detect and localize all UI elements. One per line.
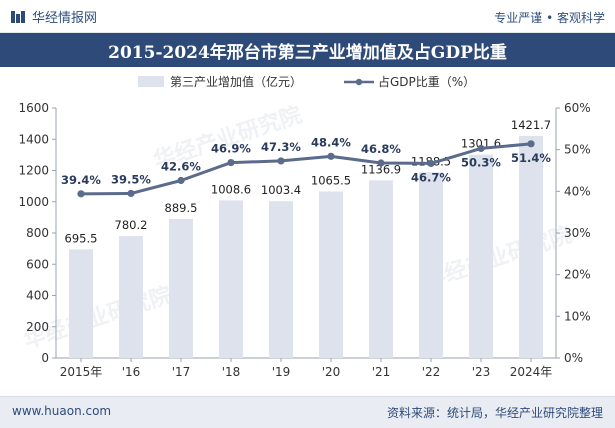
line-point [377, 159, 385, 167]
legend-bar-swatch [138, 76, 164, 87]
bar-value-label: 1136.9 [361, 162, 401, 176]
bar [519, 135, 543, 358]
bar-value-label: 1421.7 [511, 118, 551, 132]
top-bar: 华经情报网 专业严谨 • 客观科学 [0, 0, 615, 33]
line-point [227, 158, 235, 167]
x-tick-label: 2015年 [60, 365, 103, 379]
y-right-tick-label: 30% [564, 226, 591, 240]
line-point [127, 189, 135, 198]
bar-value-label: 889.5 [165, 201, 198, 215]
title-bar: 2015-2024年邢台市第三产业增加值及占GDP比重 [0, 33, 615, 67]
brand-name: 华经情报网 [32, 11, 98, 26]
line-value-label: 47.3% [261, 140, 301, 154]
chart-legend: 第三产业增加值（亿元） 占GDP比重（%） [0, 73, 615, 93]
chart-title: 2015-2024年邢台市第三产业增加值及占GDP比重 [108, 42, 507, 63]
x-tick-label: '21 [372, 365, 391, 379]
bar [469, 154, 493, 358]
x-tick-label: '18 [222, 365, 241, 379]
line-point [327, 152, 335, 160]
bar-value-label: 1003.4 [261, 183, 301, 197]
bar [119, 236, 143, 358]
chart-svg: 0 200 400 600 800 1000 1200 1400 1600 0% 10% 20% 30%… [18, 101, 591, 379]
legend-bar-label: 第三产业增加值（亿元） [170, 75, 303, 89]
bar [219, 200, 243, 358]
line-value-label: 48.4% [311, 135, 351, 149]
line-point [427, 159, 435, 168]
huajing-logo-icon [11, 10, 25, 23]
legend-line-label: 占GDP比重（%） [378, 75, 476, 89]
x-tick-label: '20 [322, 365, 341, 379]
bar-value-label: 780.2 [115, 218, 148, 232]
bar-value-label: 1008.6 [211, 182, 251, 196]
y-right-tick-label: 50% [564, 143, 591, 157]
footer: www.huaon.com 资料来源：统计局，华经产业研究院整理 [0, 396, 615, 428]
y-right-tick-label: 0% [564, 351, 583, 365]
y-left-tick-label: 600 [26, 257, 49, 271]
y-left-tick-label: 400 [26, 289, 49, 303]
series-line-gdp-share [80, 142, 532, 196]
line-point [77, 190, 85, 198]
x-tick-label: '23 [472, 365, 491, 379]
line-value-label: 39.5% [111, 172, 151, 186]
line-point [177, 176, 185, 185]
footer-source: 资料来源：统计局，华经产业研究院整理 [386, 406, 603, 420]
footer-site: www.huaon.com [12, 404, 112, 418]
tagline: 专业严谨 • 客观科学 [494, 11, 605, 25]
bar [319, 191, 343, 358]
line-value-label: 50.3% [461, 155, 501, 169]
line-point [277, 157, 285, 165]
y-left-tick-label: 1200 [18, 164, 49, 178]
line-value-label: 39.4% [61, 173, 101, 187]
bar-value-label: 1065.5 [311, 174, 351, 188]
y-left-tick-label: 0 [41, 351, 49, 365]
y-right-tick-label: 60% [564, 101, 591, 115]
y-left-tick-label: 1000 [18, 195, 49, 209]
x-tick-label: '17 [172, 365, 191, 379]
brand: 华经情报网 [10, 7, 97, 26]
y-left-tick-label: 1400 [18, 132, 49, 146]
line-value-label: 46.8% [361, 142, 401, 156]
bar [419, 172, 443, 358]
legend-item-line: 占GDP比重（%） [344, 73, 475, 90]
y-right-tick-label: 20% [564, 268, 591, 282]
y-right-tick-label: 40% [564, 184, 591, 198]
bar [169, 219, 193, 358]
x-tick-label: 2024年 [510, 365, 553, 379]
bar [369, 180, 393, 358]
x-tick-label: '16 [122, 365, 141, 379]
x-tick-label: '22 [422, 365, 441, 379]
line-value-label: 46.7% [411, 170, 451, 184]
bar [69, 249, 93, 358]
bar [269, 201, 293, 358]
y-left-tick-label: 800 [26, 226, 49, 240]
legend-item-bar: 第三产业增加值（亿元） [138, 73, 302, 90]
x-tick-label: '19 [272, 365, 291, 379]
legend-line-swatch [344, 78, 374, 85]
line-point [477, 144, 485, 153]
line-value-label: 46.9% [211, 142, 251, 156]
line-value-label: 42.6% [161, 160, 201, 174]
bar-value-label: 695.5 [65, 231, 98, 245]
y-right-tick-label: 10% [564, 309, 591, 323]
y-left-tick-label: 200 [26, 320, 49, 334]
line-value-label: 51.4% [511, 151, 551, 165]
line-point [527, 140, 535, 148]
y-left-tick-label: 1600 [18, 101, 49, 115]
